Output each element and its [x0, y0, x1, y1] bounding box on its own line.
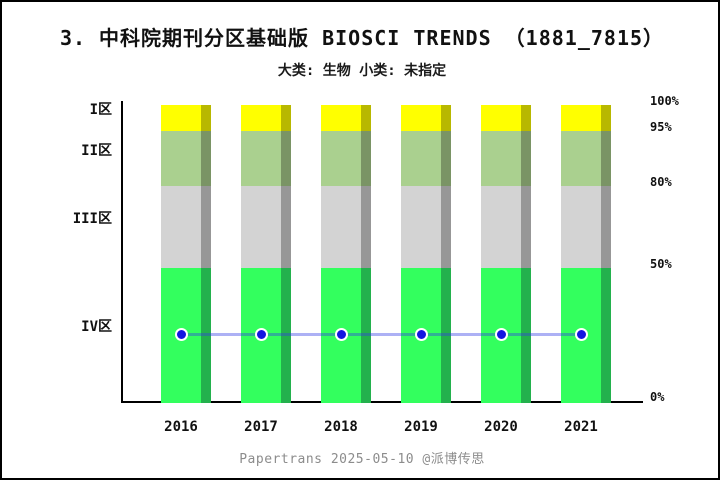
y-tick-label: 0% — [650, 390, 665, 404]
bar-shadow-2018-zone3 — [361, 186, 371, 269]
y-axis-line — [121, 101, 123, 403]
watermark-text: Papertrans 2025-05-10 @派博传思 — [239, 452, 485, 467]
bar-shadow-2018-zone4 — [361, 268, 371, 403]
data-point-marker-2019 — [414, 328, 428, 342]
bar-segment-2016-zone3 — [161, 186, 201, 269]
bar-shadow-2018-zone1 — [361, 105, 371, 132]
bar-segment-2018-zone1 — [321, 105, 361, 132]
bar-shadow-2021-zone4 — [601, 268, 611, 403]
y-tick-label: 95% — [650, 120, 672, 135]
bar-shadow-2021-zone2 — [601, 131, 611, 187]
bar-shadow-2019-zone1 — [441, 105, 451, 132]
y-tick-label: 100% — [650, 94, 679, 108]
bar-segment-2021-zone1 — [561, 105, 601, 132]
bar-shadow-2018-zone2 — [361, 131, 371, 187]
bar-segment-2019-zone2 — [401, 131, 441, 187]
x-axis-line — [121, 401, 643, 403]
chart-subtitle: 大类: 生物 小类: 未指定 — [277, 63, 447, 79]
bar-segment-2021-zone2 — [561, 131, 601, 187]
bar-segment-2017-zone2 — [241, 131, 281, 187]
bar-shadow-2016-zone2 — [201, 131, 211, 187]
data-point-marker-2018 — [334, 328, 348, 342]
y-tick-label: 50% — [650, 257, 672, 272]
bar-segment-2020-zone3 — [481, 186, 521, 269]
bar-shadow-2017-zone2 — [281, 131, 291, 187]
bar-shadow-2016-zone4 — [201, 268, 211, 403]
bar-shadow-2019-zone4 — [441, 268, 451, 403]
bar-shadow-2019-zone3 — [441, 186, 451, 269]
data-point-marker-2020 — [494, 328, 508, 342]
bar-shadow-2019-zone2 — [441, 131, 451, 187]
bar-segment-2017-zone1 — [241, 105, 281, 132]
data-point-marker-2017 — [254, 328, 268, 342]
bar-shadow-2020-zone3 — [521, 186, 531, 269]
x-tick-label-2017: 2017 — [244, 419, 278, 435]
bar-segment-2019-zone1 — [401, 105, 441, 132]
bar-segment-2021-zone3 — [561, 186, 601, 269]
chart-title: 3. 中科院期刊分区基础版 BIOSCI TRENDS （1881_7815） — [59, 26, 665, 50]
x-tick-label-2019: 2019 — [404, 419, 438, 435]
bar-segment-2016-zone1 — [161, 105, 201, 132]
zone-label-1: I区 — [89, 102, 112, 119]
bar-shadow-2021-zone3 — [601, 186, 611, 269]
zone-label-4: IV区 — [81, 318, 112, 335]
x-tick-label-2016: 2016 — [164, 419, 198, 435]
zone-label-2: II区 — [81, 142, 112, 159]
bar-segment-2020-zone2 — [481, 131, 521, 187]
bar-segment-2019-zone3 — [401, 186, 441, 269]
data-point-marker-2021 — [574, 328, 588, 342]
data-point-marker-2016 — [174, 328, 188, 342]
bar-shadow-2020-zone2 — [521, 131, 531, 187]
bar-shadow-2017-zone1 — [281, 105, 291, 132]
x-tick-label-2021: 2021 — [564, 419, 598, 435]
zone-label-3: III区 — [72, 211, 112, 228]
bar-segment-2018-zone2 — [321, 131, 361, 187]
bar-segment-2018-zone3 — [321, 186, 361, 269]
bar-shadow-2021-zone1 — [601, 105, 611, 132]
bar-shadow-2016-zone1 — [201, 105, 211, 132]
bar-shadow-2020-zone1 — [521, 105, 531, 132]
bar-shadow-2017-zone4 — [281, 268, 291, 403]
bar-shadow-2020-zone4 — [521, 268, 531, 403]
trend-line — [181, 333, 581, 337]
y-tick-label: 80% — [650, 175, 672, 190]
bar-shadow-2016-zone3 — [201, 186, 211, 269]
bar-segment-2016-zone2 — [161, 131, 201, 187]
x-tick-label-2020: 2020 — [484, 419, 518, 435]
bar-shadow-2017-zone3 — [281, 186, 291, 269]
x-tick-label-2018: 2018 — [324, 419, 358, 435]
bar-segment-2020-zone1 — [481, 105, 521, 132]
bar-segment-2017-zone3 — [241, 186, 281, 269]
